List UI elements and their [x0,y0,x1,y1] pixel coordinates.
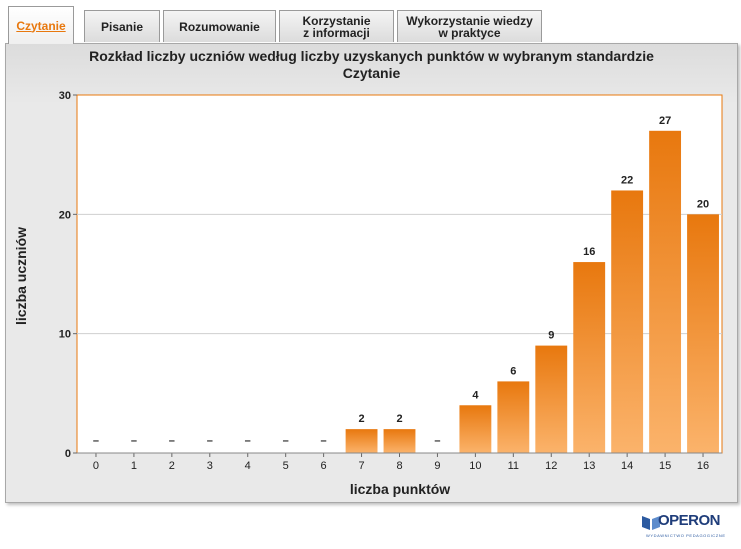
operon-logo: OPERON WYDAWNICTWO PEDAGOGICZNE [638,512,738,546]
data-label: – [169,435,175,447]
x-tick-label: 11 [508,460,519,472]
x-tick-label: 7 [358,460,364,472]
tab-rozumowanie[interactable]: Rozumowanie [163,10,276,42]
y-axis-label: liczba uczniów [13,227,29,325]
data-label: – [434,435,440,447]
data-label: 9 [548,330,554,342]
data-label: – [321,435,327,447]
x-tick-label: 14 [621,460,633,472]
y-tick-label: 30 [59,90,71,102]
data-label: 20 [697,198,709,210]
x-tick-label: 15 [659,460,671,472]
chart-subtitle: Czytanie [342,65,401,81]
data-label: – [245,435,251,447]
bar [687,214,719,453]
data-label: – [93,435,99,447]
x-tick-label: 9 [434,460,440,472]
logo-subtext: WYDAWNICTWO PEDAGOGICZNE [646,533,726,538]
x-tick-label: 10 [469,460,481,472]
data-label: 4 [472,389,479,401]
x-tick-label: 2 [169,460,175,472]
logo-text: OPERON [658,512,721,529]
chart-title: Rozkład liczby uczniów według liczby uzy… [89,48,654,64]
y-tick-label: 10 [59,329,71,341]
chart-title-block: Rozkład liczby uczniów według liczby uzy… [5,48,738,82]
data-label: 16 [583,246,595,258]
data-label: – [207,435,213,447]
y-tick-label: 0 [65,448,71,460]
x-tick-label: 5 [283,460,289,472]
x-tick-label: 1 [131,460,137,472]
x-tick-label: 0 [93,460,99,472]
bar [497,381,530,453]
book-icon [642,516,660,530]
x-tick-label: 8 [396,460,402,472]
tab-czytanie[interactable]: Czytanie [8,6,74,44]
data-label: 2 [396,413,402,425]
x-axis-label: liczba punktów [350,481,450,497]
data-label: 22 [621,174,633,186]
bar [649,130,682,454]
bar [459,405,492,453]
bar [383,429,416,453]
x-tick-label: 12 [545,460,557,472]
data-label: 6 [510,365,516,377]
bar [611,190,644,453]
x-tick-label: 13 [583,460,595,472]
bar [345,429,378,453]
x-tick-label: 4 [245,460,251,472]
data-label: – [131,435,137,447]
x-tick-label: 6 [321,460,327,472]
data-label: – [283,435,289,447]
tab-wykorzystanie-wiedzy[interactable]: Wykorzystanie wiedzy w praktyce [397,10,542,42]
y-tick-label: 20 [59,209,71,221]
x-tick-label: 3 [207,460,213,472]
data-label: 27 [659,115,671,127]
data-label: 2 [358,413,364,425]
bar [535,345,568,453]
tab-korzystanie-z-informacji[interactable]: Korzystanie z informacji [279,10,394,42]
tab-pisanie[interactable]: Pisanie [84,10,160,42]
x-tick-label: 16 [697,460,709,472]
bar [573,262,606,453]
